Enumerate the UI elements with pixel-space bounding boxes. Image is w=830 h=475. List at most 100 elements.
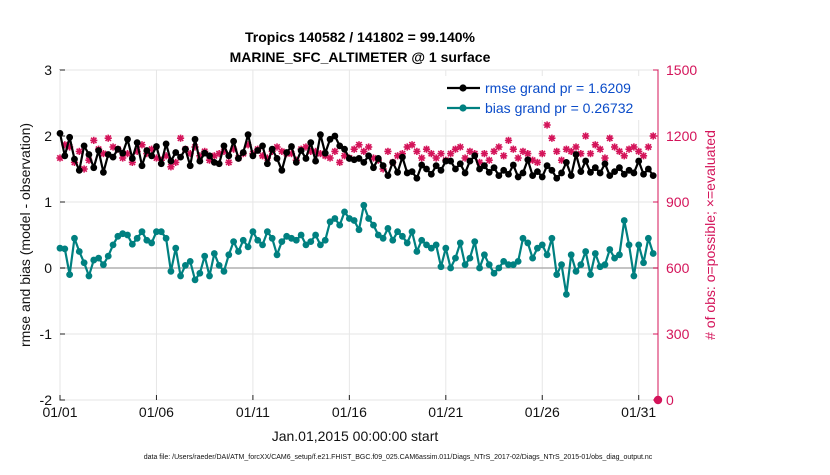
bias-point	[292, 236, 300, 244]
y-right-tick-label-3: 900	[666, 194, 690, 210]
obs-point-stroke-d2	[408, 141, 416, 149]
obs-point-stroke-d2	[418, 154, 425, 162]
obs-point-stroke-d2	[635, 148, 642, 155]
bias-point	[172, 244, 180, 252]
rmse-point	[461, 169, 469, 177]
rmse-point	[235, 155, 242, 162]
obs-point-stroke-d2	[558, 156, 565, 164]
bias-point	[490, 269, 498, 277]
obs-point-stroke-d2	[109, 143, 117, 151]
obs-point-stroke-d2	[548, 134, 556, 142]
rmse-point	[254, 147, 262, 154]
bias-point	[75, 248, 83, 255]
bias-point	[196, 269, 204, 277]
bias-point	[461, 261, 469, 269]
rmse-point	[567, 172, 575, 180]
bias-point	[331, 215, 339, 222]
obs-point	[360, 147, 368, 155]
rmse-point	[80, 142, 88, 150]
obs-point	[495, 143, 503, 151]
bias-point	[423, 241, 430, 249]
rmse-point	[495, 172, 503, 180]
rmse-point	[476, 165, 483, 173]
rmse-point	[485, 168, 493, 176]
rmse-point	[263, 160, 271, 168]
obs-point-stroke-d2	[100, 150, 107, 157]
rmse-point	[225, 152, 233, 160]
bias-point	[104, 252, 112, 260]
bias-point	[201, 252, 209, 260]
bias-point	[644, 234, 652, 242]
bias-point	[138, 228, 146, 236]
obs-point	[384, 147, 392, 155]
obs-point-stroke-d2	[104, 134, 112, 142]
rmse-point	[128, 155, 136, 162]
rmse-point	[514, 173, 522, 181]
obs-point	[615, 147, 624, 155]
rmse-point	[519, 169, 527, 177]
bias-point	[297, 231, 305, 239]
obs-point-stroke-d2	[563, 145, 570, 153]
bias-point	[307, 238, 315, 246]
x-ticks: 01/01 01/06 01/11 01/16 01/21 01/26 01/31	[42, 395, 656, 420]
rmse-point	[543, 162, 551, 170]
obs-point	[365, 143, 373, 151]
obs-point-stroke-d2	[119, 154, 126, 162]
bias-point	[181, 261, 189, 269]
bias-point	[153, 228, 160, 236]
rmse-point	[577, 168, 585, 176]
rmse-point	[71, 155, 78, 163]
bias-point	[148, 239, 156, 247]
bias-point	[273, 251, 281, 259]
obs-point	[533, 158, 542, 166]
bias-point	[268, 234, 276, 242]
bias-point	[616, 251, 623, 259]
bias-point	[109, 241, 117, 249]
obs-point	[567, 147, 575, 155]
rmse-point	[606, 172, 614, 180]
rmse-point	[317, 131, 324, 139]
rmse-point	[471, 152, 479, 160]
bias-point	[505, 261, 512, 269]
bias-point	[403, 239, 411, 247]
obs-point-stroke-d2	[466, 148, 474, 155]
rmse-point	[56, 129, 64, 137]
bias-point	[128, 240, 136, 248]
bias-point	[442, 244, 450, 252]
obs-point	[490, 147, 498, 155]
bias-point	[244, 243, 252, 251]
bias-point	[582, 248, 590, 255]
bias-point	[620, 217, 628, 224]
rmse-point	[191, 135, 199, 143]
rmse-point	[558, 169, 565, 177]
obs-point-stroke-d2	[606, 134, 614, 142]
obs-point-stroke-d2	[124, 150, 131, 157]
rmse-point	[582, 157, 590, 165]
rmse-point	[273, 155, 281, 162]
obs-point	[620, 152, 628, 160]
bias-point	[577, 261, 585, 269]
bias-point	[538, 241, 546, 249]
rmse-point	[355, 155, 363, 162]
bias-point	[80, 259, 88, 267]
rmse-point	[119, 149, 127, 157]
obs-point-stroke-d2	[355, 141, 363, 149]
obs-point-stroke-d2	[620, 152, 628, 160]
obs-point-stroke-d2	[428, 150, 435, 157]
rmse-point	[562, 159, 570, 166]
bias-point	[254, 236, 262, 244]
bias-point	[452, 254, 459, 262]
plot-area	[59, 69, 659, 401]
rmse-point	[85, 151, 93, 158]
rmse-point	[90, 164, 98, 172]
legend-rmse-marker	[459, 84, 467, 92]
obs-point	[302, 143, 310, 151]
obs-point	[553, 147, 561, 155]
obs-point-stroke-d2	[360, 148, 368, 155]
rmse-point	[307, 139, 315, 147]
rmse-point	[157, 160, 165, 168]
obs-point-stroke-d2	[514, 154, 522, 162]
obs-point	[480, 150, 488, 158]
bias-point	[186, 258, 194, 265]
obs-point	[104, 134, 112, 142]
